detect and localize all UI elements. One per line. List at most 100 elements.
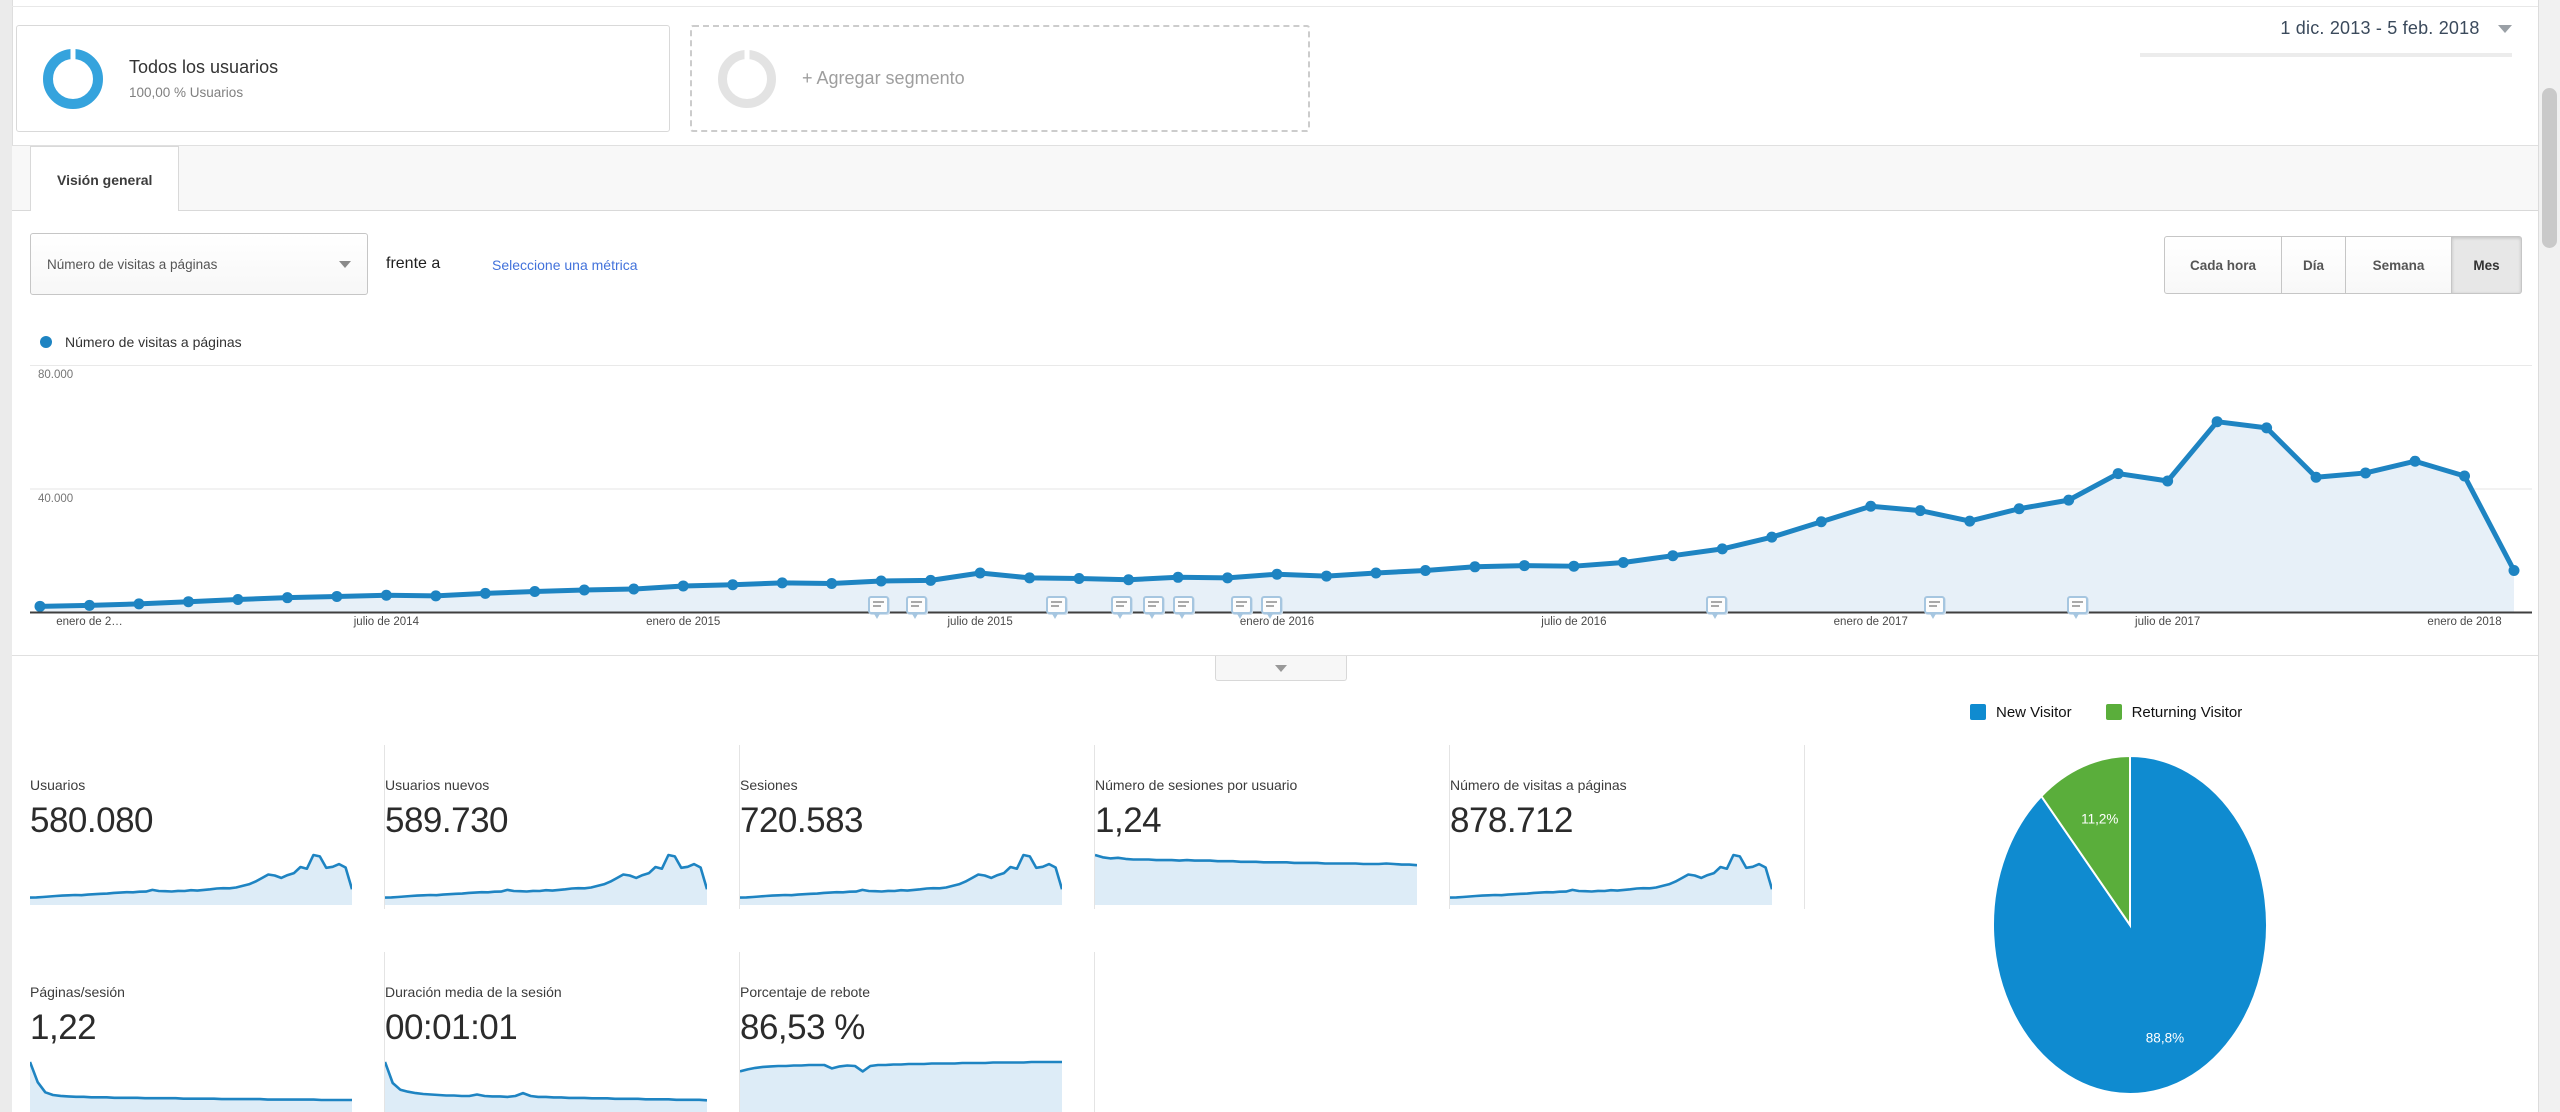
annotation-bubble-icon[interactable] [1173,596,1195,619]
x-axis-tick: julio de 2014 [353,616,419,628]
line-chart-canvas [30,365,2532,614]
annotation-bubble-icon[interactable] [1110,596,1132,619]
metric-label: Duración media de la sesión [385,984,562,1001]
annotation-bubble-icon[interactable] [2066,596,2088,619]
tab-overview-label: Visión general [57,171,153,188]
visitor-type-pie-block: New Visitor Returning Visitor 88,8% 11,2% [1950,697,2535,1112]
metric-value: 589.730 [385,801,509,840]
versus-label: frente a [386,255,441,272]
pageviews-line-chart[interactable]: 80.000 40.000 [30,357,2532,619]
sparkline-chart [740,853,1062,905]
metric-select-value: Número de visitas a páginas [47,256,218,272]
svg-text:88,8%: 88,8% [2146,1030,2184,1045]
tab-overview[interactable]: Visión general [30,146,180,212]
x-axis-tick: enero de 2016 [1239,616,1315,628]
metric-cards-row-1: Usuarios 580.080 Usuarios nuevos 589.730… [30,745,1805,909]
metric-cards-row-2: Páginas/sesión 1,22 Duración media de la… [30,952,1095,1112]
x-axis-tick: julio de 2015 [947,616,1013,628]
annotation-bubble-icon[interactable] [1045,596,1067,619]
granularity-hourly-button[interactable]: Cada hora [2164,236,2282,294]
sparkline-chart [385,853,707,905]
vertical-scrollbar[interactable] [2538,0,2560,1112]
date-range-underline [2140,53,2512,57]
metric-value: 580.080 [30,801,154,840]
legend-item-new-visitor[interactable]: New Visitor [1970,704,2072,721]
annotation-bubble-icon[interactable] [1230,596,1252,619]
metric-value: 1,22 [30,1008,97,1047]
date-range-picker[interactable]: 1 dic. 2013 - 5 feb. 2018 [2140,18,2512,57]
metric-label: Usuarios nuevos [385,777,490,794]
metric-card-sesiones[interactable]: Sesiones 720.583 [740,745,1095,909]
metric-value: 1,24 [1095,801,1162,840]
chevron-down-icon [2498,24,2512,33]
sparkline-chart [740,1060,1062,1112]
metric-card-usuarios[interactable]: Usuarios 580.080 [30,745,385,909]
x-axis-tick: enero de 2018 [2427,616,2502,628]
metric-value: 86,53 % [740,1008,865,1047]
annotation-bubble-icon[interactable] [868,596,890,619]
tab-bar: Visión general [12,145,2538,212]
date-range-label: 1 dic. 2013 - 5 feb. 2018 [2280,18,2480,38]
pie-chart-canvas[interactable]: 88,8% 11,2% [1950,737,2512,1111]
annotations-expander[interactable] [1215,656,1347,681]
segment-donut-placeholder-icon [718,47,776,108]
metric-label: Usuarios [30,777,86,794]
x-axis-labels: enero de 2… julio de 2014 enero de 2015 jul… [30,616,2532,642]
annotation-bubble-icon[interactable] [1143,596,1165,619]
metric-label: Sesiones [740,777,798,794]
select-metric-link[interactable]: Seleccione una métrica [492,257,638,273]
segment-donut-icon [43,47,103,109]
new-visitor-swatch-icon [1970,704,1986,720]
top-divider [12,6,2538,7]
add-segment-button[interactable]: + Agregar segmento [690,25,1310,132]
x-axis-tick: julio de 2017 [2135,616,2201,628]
pie-legend: New Visitor Returning Visitor [1950,697,2535,727]
sparkline-chart [30,853,352,905]
x-axis-tick: enero de 2017 [1833,616,1908,628]
legend-label: Returning Visitor [2131,703,2243,721]
metric-value: 00:01:01 [385,1008,518,1047]
metric-value: 720.583 [740,801,864,840]
annotation-bubble-icon[interactable] [1260,596,1282,619]
sparkline-chart [30,1061,352,1112]
metric-value: 878.712 [1450,801,1574,840]
metric-label: Número de sesiones por usuario [1095,777,1298,794]
metric-label: Porcentaje de rebote [740,984,870,1001]
segment-card-all-users[interactable]: Todos los usuarios 100,00 % Usuarios [16,25,670,132]
scrollbar-thumb[interactable] [2542,88,2557,248]
y-axis-tick-40000: 40.000 [38,493,74,505]
x-axis-tick: enero de 2… [56,616,123,628]
annotation-bubble-icon[interactable] [1924,596,1945,619]
metric-label: Páginas/sesión [30,984,125,1001]
returning-visitor-swatch-icon [2105,704,2122,720]
metric-label: Número de visitas a páginas [1450,777,1627,794]
legend-label: New Visitor [1996,703,2072,721]
granularity-week-button[interactable]: Semana [2346,236,2452,294]
legend-item-returning-visitor[interactable]: Returning Visitor [2105,703,2243,721]
granularity-button-group: Cada hora Día Semana Mes [2164,236,2522,294]
legend-dot-icon [40,336,52,348]
metric-card-usuarios-nuevos[interactable]: Usuarios nuevos 589.730 [385,745,740,909]
metric-card-paginas-sesion[interactable]: Páginas/sesión 1,22 [30,952,385,1112]
chevron-down-icon [339,260,351,268]
chart-legend: Número de visitas a páginas [40,334,242,350]
metric-card-sesiones-por-usuario[interactable]: Número de sesiones por usuario 1,24 [1095,745,1450,909]
svg-text:11,2%: 11,2% [2081,811,2118,826]
annotation-bubble-icon[interactable] [905,596,927,619]
chevron-down-icon [1275,664,1287,672]
granularity-month-button[interactable]: Mes [2452,236,2522,294]
metric-card-duracion-media[interactable]: Duración media de la sesión 00:01:01 [385,952,740,1112]
granularity-day-button[interactable]: Día [2282,236,2346,294]
segment-title: Todos los usuarios [129,57,279,77]
x-axis-tick: enero de 2015 [646,616,721,628]
metric-select-dropdown[interactable]: Número de visitas a páginas [30,233,368,295]
x-axis-tick: julio de 2016 [1541,616,1607,628]
sparkline-chart [385,1061,707,1112]
metric-card-porcentaje-rebote[interactable]: Porcentaje de rebote 86,53 % [740,952,1095,1112]
annotation-bubble-icon[interactable] [1706,596,1728,619]
chart-bottom-divider [12,655,2538,656]
metric-card-visitas-a-paginas[interactable]: Número de visitas a páginas 878.712 [1450,745,1805,909]
sparkline-chart [1450,853,1772,905]
add-segment-label: + Agregar segmento [802,68,965,88]
